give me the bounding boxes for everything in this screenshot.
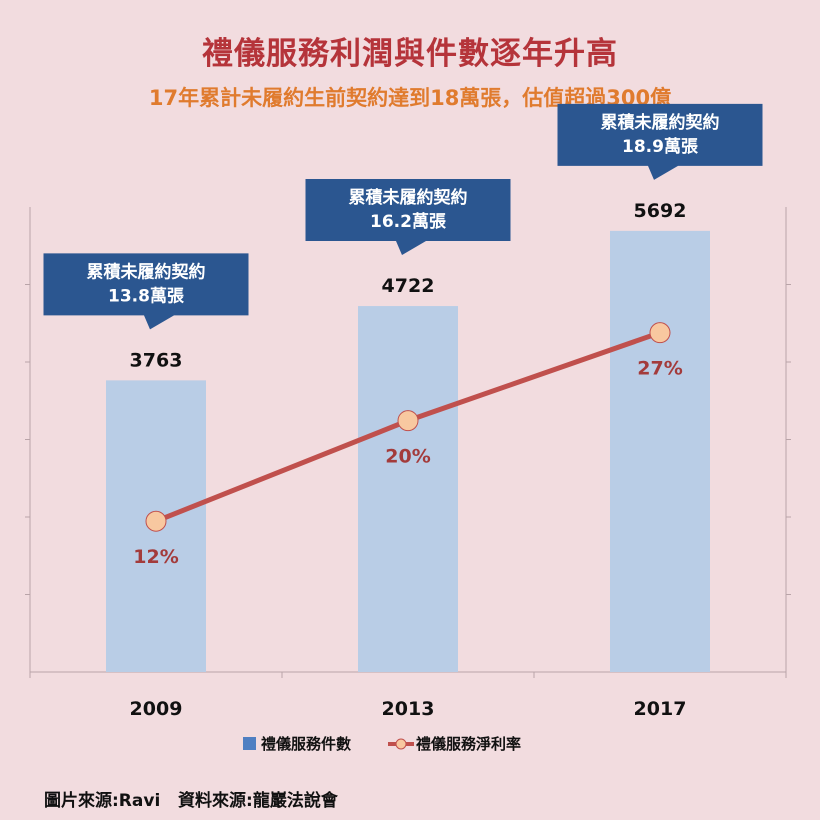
line-point xyxy=(649,322,671,344)
legend: 禮儀服務件數 禮儀服務淨利率 xyxy=(243,735,521,753)
line-value-label: 12% xyxy=(133,546,178,568)
x-axis-ticks: 2009 2013 2017 xyxy=(130,698,687,720)
x-tick-label: 2017 xyxy=(634,698,687,720)
line-point xyxy=(145,510,167,532)
callout-box xyxy=(557,103,763,180)
bar-value-label: 5692 xyxy=(634,200,687,222)
line-value-label: 20% xyxy=(385,446,430,468)
x-tick-label: 2009 xyxy=(130,698,183,720)
callout-text: 18.9萬張 xyxy=(622,136,699,157)
callout-text: 累積未履約契約 xyxy=(601,112,720,133)
bar-value-label: 4722 xyxy=(382,275,435,297)
legend-swatch-marker xyxy=(395,738,407,750)
bar xyxy=(610,230,710,672)
legend-label-line: 禮儀服務淨利率 xyxy=(416,735,521,753)
x-tick-label: 2013 xyxy=(382,698,435,720)
callout-text: 13.8萬張 xyxy=(108,285,185,306)
bar-value-label: 3763 xyxy=(130,349,183,371)
callout-text: 累積未履約契約 xyxy=(349,187,468,208)
legend-swatch-bar xyxy=(243,737,256,750)
line-value-label: 27% xyxy=(637,358,682,380)
legend-label-bar: 禮儀服務件數 xyxy=(261,735,351,753)
callout-box xyxy=(305,179,511,256)
callout-box xyxy=(43,253,249,330)
chart-title: 禮儀服務利潤與件數逐年升高 xyxy=(202,36,618,72)
source-note: 圖片來源:Ravi 資料來源:龍巖法說會 xyxy=(44,791,338,811)
callout-text: 累積未履約契約 xyxy=(87,261,206,282)
bar xyxy=(358,306,458,672)
line-point xyxy=(397,410,419,432)
callout-text: 16.2萬張 xyxy=(370,211,447,232)
line-series: 12% 20% 27% xyxy=(133,322,683,568)
